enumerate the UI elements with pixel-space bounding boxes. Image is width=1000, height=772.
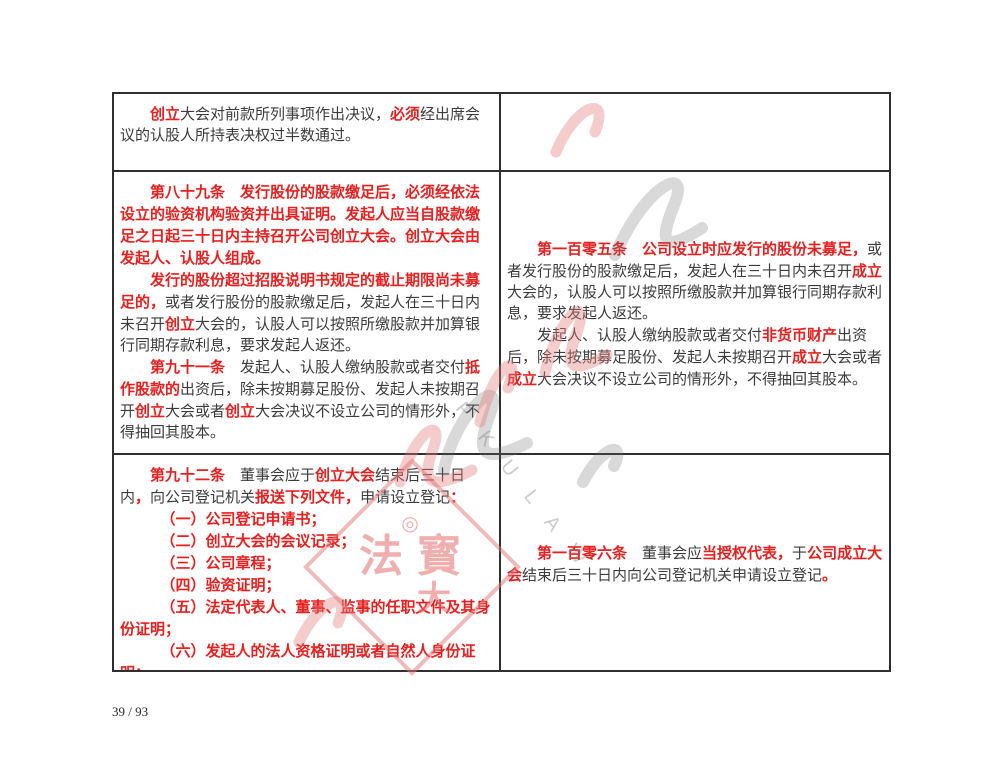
text-run: 大会或者: [165, 404, 226, 420]
text-run-highlight: 必须: [390, 105, 421, 123]
text-run: 结束后三十日内: [120, 468, 466, 506]
text-run: 或者发行股份的股款缴足后，发起人在三十日内未召开: [120, 295, 481, 333]
text-run-highlight: ：: [450, 488, 466, 506]
paragraph: 第九十一条 发起人、认股人缴纳股款或者交付抵作股款的出资后，除未按期募足股份、发…: [120, 357, 493, 444]
text-run-highlight: 成立: [792, 347, 823, 366]
text-run: 申请设立登记: [360, 490, 451, 506]
text-run: 董事会应于: [225, 468, 316, 484]
text-run-highlight: 创立: [225, 402, 256, 420]
text-run-highlight: （六）发起人的法人资格证明或者自然人身份证明；: [120, 642, 476, 670]
paragraph: （一）公司登记申请书；: [120, 509, 493, 531]
table-cell-row3-old-law: 第九十二条 董事会应于创立大会结束后三十日内，向公司登记机关报送下列文件，申请设…: [114, 455, 501, 670]
text-run-highlight: 创立: [150, 105, 181, 123]
text-run: 于: [792, 545, 808, 562]
paragraph: （四）验资证明；: [120, 575, 493, 597]
text-run-highlight: 抵作股款的: [120, 358, 481, 398]
text-run-highlight: 第九十一条: [150, 358, 226, 376]
text-run: 大会决议不设立公司的情形外，不得抽回其股本。: [537, 371, 868, 388]
text-run-highlight: 创立: [165, 315, 196, 333]
paragraph: 第九十二条 董事会应于创立大会结束后三十日内，向公司登记机关报送下列文件，申请设…: [120, 465, 493, 509]
table-cell-row3-new-law: 第一百零六条 董事会应当授权代表，于公司成立大会结束后三十日内向公司登记机关申请…: [501, 455, 889, 670]
table-cell-row2-new-law: 第一百零五条 公司设立时应发行的股份未募足，或者发行股份的股款缴足后，发起人在三…: [501, 172, 889, 455]
text-run-highlight: 当授权代表，: [702, 543, 793, 562]
table-cell-row1-new-law: [501, 94, 889, 172]
text-run: 结束后三十日内向公司登记机关申请设立登记: [522, 567, 823, 584]
text-run-highlight: ，: [135, 488, 151, 506]
text-run-highlight: （二）创立大会的会议记录；: [160, 532, 356, 550]
text-run-highlight: 第八十九条 发行股份的股款缴足后，必须经依法设立的验资机构验资并出具证明。发起人…: [120, 183, 481, 267]
text-run-highlight: 第一百零五条 公司设立时应发行的股份未募足，: [537, 239, 868, 258]
text-run-highlight: 报送下列文件，: [255, 488, 361, 506]
text-run: 大会对前款所列事项作出决议，: [180, 107, 391, 123]
text-run: 发起人、认股人缴纳股款或者交付: [537, 327, 763, 344]
text-run-highlight: （三）公司章程；: [160, 554, 281, 572]
text-run: 或者发行股份的股款缴足后，发起人在三十日内未召开: [507, 241, 883, 280]
text-run-highlight: （一）公司登记申请书；: [160, 510, 326, 528]
text-run: 经出席会议的认股人所持表决权过半数通过。: [120, 107, 481, 144]
text-run: 出资后，除未按期募足股份、发起人未按期召开: [507, 327, 868, 366]
text-run: 大会的，认股人可以按照所缴股款并加算银行同期存款利息，要求发起人返还。: [120, 317, 481, 354]
text-run-highlight: 创立大会: [315, 466, 376, 484]
text-run-highlight: （五）法定代表人、董事、监事的任职文件及其身份证明；: [120, 598, 491, 638]
paragraph: 第一百零五条 公司设立时应发行的股份未募足，或者发行股份的股款缴足后，发起人在三…: [507, 239, 883, 325]
text-run: 大会决议不设立公司的情形外，不得抽回其股本。: [120, 404, 481, 441]
text-run-highlight: 成立: [852, 261, 883, 280]
text-run-highlight: 创立: [135, 402, 166, 420]
paragraph: 第八十九条 发行股份的股款缴足后，必须经依法设立的验资机构验资并出具证明。发起人…: [120, 182, 493, 270]
text-run-highlight: 非货币财产: [762, 325, 838, 344]
text-run-highlight: 成立: [507, 369, 538, 388]
table-cell-row2-old-law: 第八十九条 发行股份的股款缴足后，必须经依法设立的验资机构验资并出具证明。发起人…: [114, 172, 501, 455]
paragraph: （六）发起人的法人资格证明或者自然人身份证明；: [120, 641, 493, 670]
text-run-highlight: 发行的股份超过招股说明书规定的截止期限尚未募足的，: [120, 271, 481, 311]
text-run: 发起人、认股人缴纳股款或者交付: [225, 360, 466, 376]
paragraph: 发起人、认股人缴纳股款或者交付非货币财产出资后，除未按期募足股份、发起人未按期召…: [507, 325, 883, 391]
text-run: 大会的，认股人可以按照所缴股款并加算银行同期存款利息，要求发起人返还。: [507, 284, 883, 322]
paragraph: 第一百零六条 董事会应当授权代表，于公司成立大会结束后三十日内向公司登记机关申请…: [507, 543, 883, 587]
text-run: 出资后，除未按期募足股份、发起人未按期召开: [120, 382, 481, 420]
paragraph: （二）创立大会的会议记录；: [120, 531, 493, 553]
text-run-highlight: 第一百零六条: [537, 543, 628, 562]
paragraph: 发行的股份超过招股说明书规定的截止期限尚未募足的，或者发行股份的股款缴足后，发起…: [120, 270, 493, 357]
text-run-highlight: 第九十二条: [150, 466, 226, 484]
text-run: 向公司登记机关: [150, 490, 256, 506]
law-comparison-table: 创立大会对前款所列事项作出决议，必须经出席会议的认股人所持表决权过半数通过。 第…: [112, 92, 891, 672]
text-run: 大会或者: [822, 349, 883, 366]
text-run-highlight: 。: [822, 565, 838, 584]
text-run-highlight: 公司成立大会: [507, 543, 883, 584]
text-run: 董事会应: [627, 545, 703, 562]
paragraph: （三）公司章程；: [120, 553, 493, 575]
table-cell-row1-old-law: 创立大会对前款所列事项作出决议，必须经出席会议的认股人所持表决权过半数通过。: [114, 94, 501, 172]
paragraph: 创立大会对前款所列事项作出决议，必须经出席会议的认股人所持表决权过半数通过。: [120, 104, 493, 147]
page-number: 39 / 93: [112, 704, 149, 719]
text-run-highlight: （四）验资证明；: [160, 576, 281, 594]
paragraph: （五）法定代表人、董事、监事的任职文件及其身份证明；: [120, 597, 493, 641]
